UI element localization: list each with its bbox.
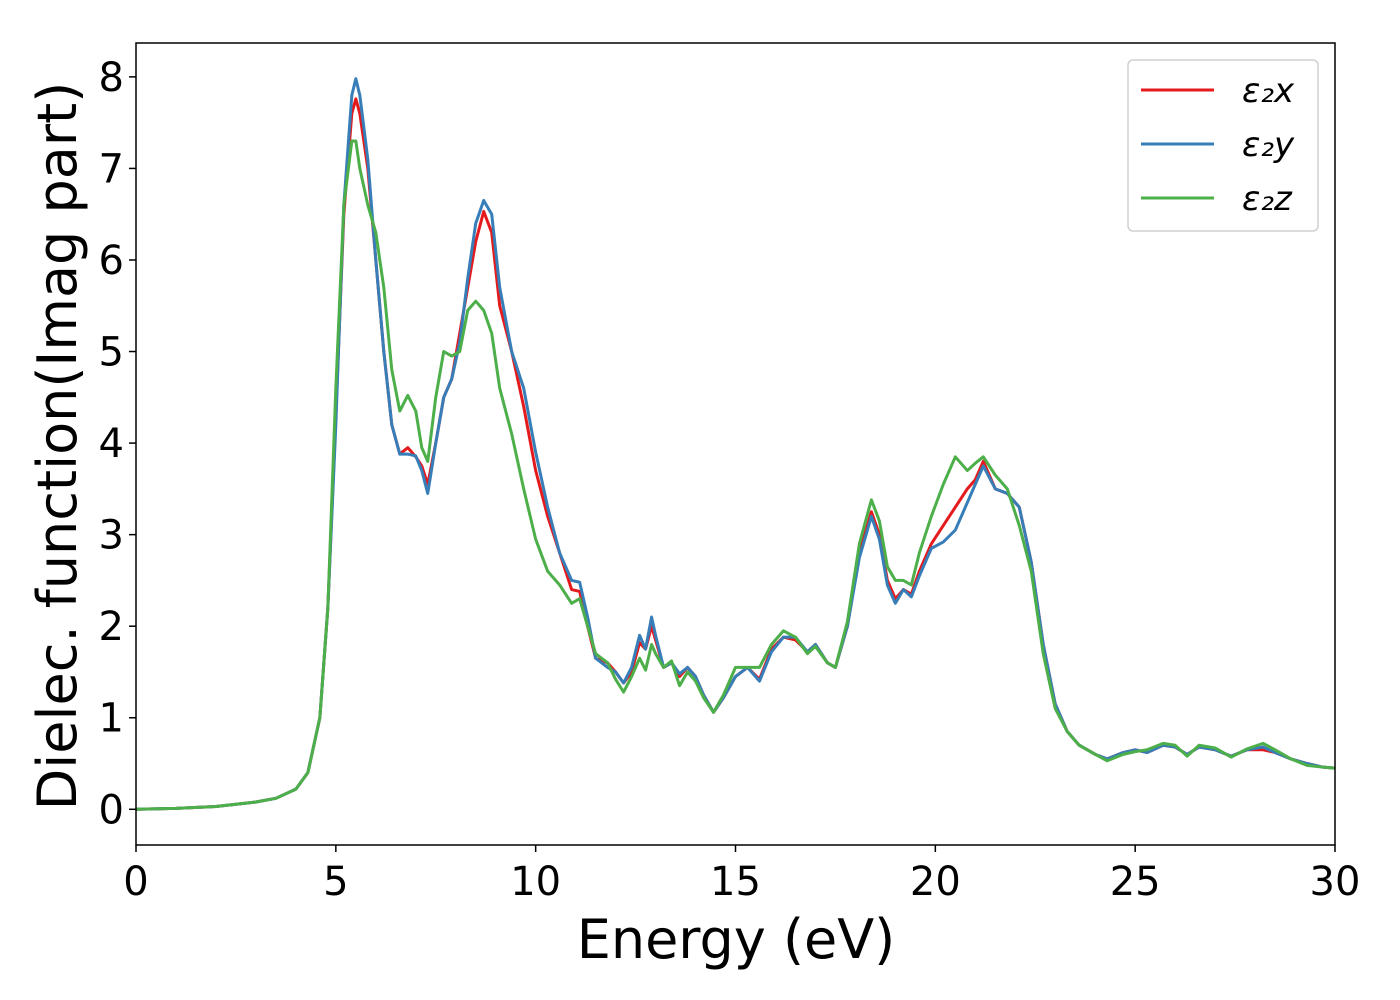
x-tick-label: 10 — [510, 859, 561, 905]
x-tick-label: 20 — [910, 859, 961, 905]
x-axis-label: Energy (eV) — [577, 908, 896, 971]
y-tick-label: 5 — [99, 330, 124, 376]
legend-label: ε₂y — [1242, 125, 1295, 165]
legend-label: ε₂x — [1242, 71, 1295, 111]
legend-box — [1127, 59, 1319, 232]
y-tick-label: 4 — [99, 421, 124, 467]
data-line — [136, 139, 1335, 811]
y-tick-label: 0 — [99, 787, 124, 833]
y-tick-label: 2 — [99, 604, 124, 650]
y-tick-label: 6 — [99, 238, 124, 284]
x-tick-label: 0 — [123, 859, 148, 905]
plot-frame — [135, 42, 1336, 846]
x-tick-label: 25 — [1110, 859, 1161, 905]
x-tick-label: 5 — [323, 859, 348, 905]
x-tick-label: 15 — [710, 859, 761, 905]
y-axis-label: Dielec. function(Imag part) — [26, 82, 89, 811]
y-tick-label: 8 — [99, 55, 124, 101]
y-tick-label: 1 — [99, 696, 124, 742]
y-tick-label: 7 — [99, 146, 124, 192]
y-tick-label: 3 — [99, 513, 124, 559]
legend-label: ε₂z — [1242, 179, 1293, 219]
x-tick-label: 30 — [1310, 859, 1361, 905]
